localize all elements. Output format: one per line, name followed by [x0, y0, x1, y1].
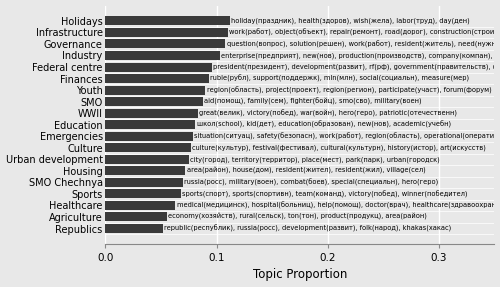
Bar	[106, 143, 191, 152]
Bar	[106, 155, 189, 164]
Text: holiday(праздник), health(здоров), wish(жела), labor(труд), day(ден): holiday(праздник), health(здоров), wish(…	[231, 18, 470, 24]
Text: region(область), project(проект), region(регион), participate(участ), forum(фору: region(область), project(проект), region…	[206, 86, 492, 94]
Text: work(работ), object(объект), repair(ремонт), road(дорог), construction(строитель: work(работ), object(объект), repair(ремо…	[229, 29, 500, 36]
Text: question(вопрос), solution(решен), work(работ), resident(житель), need(нужн): question(вопрос), solution(решен), work(…	[226, 40, 498, 48]
Bar	[106, 201, 176, 210]
Text: economy(хозяйств), rural(сельск), ton(тон), product(продукц), area(район): economy(хозяйств), rural(сельск), ton(то…	[168, 214, 426, 220]
Text: great(велик), victory(побед), war(войн), hero(геро), patriotic(отечественн): great(велик), victory(побед), war(войн),…	[199, 110, 457, 117]
Bar	[106, 178, 184, 187]
Text: area(район), house(дом), resident(жител), resident(жил), village(сел): area(район), house(дом), resident(жител)…	[186, 167, 426, 174]
Text: republic(республик), russia(росс), development(развит), folk(народ), khakas(хака: republic(республик), russia(росс), devel…	[164, 225, 452, 232]
Bar	[106, 224, 164, 233]
Bar	[106, 51, 220, 60]
Bar	[106, 39, 226, 49]
Bar	[106, 86, 206, 95]
Text: aid(помощ), family(сем), fighter(бойц), smo(сво), military(воен): aid(помощ), family(сем), fighter(бойц), …	[204, 98, 422, 105]
Text: city(город), territory(территор), place(мест), park(парк), urban(городск): city(город), territory(территор), place(…	[190, 156, 440, 162]
Text: enterprise(предприят), new(нов), production(производств), company(компан), indus: enterprise(предприят), new(нов), product…	[221, 52, 500, 59]
Text: president(президент), development(развит), rf(рф), government(правительств), dis: president(президент), development(развит…	[214, 63, 500, 71]
X-axis label: Topic Proportion: Topic Proportion	[253, 268, 347, 282]
Bar	[106, 63, 212, 71]
Bar	[106, 120, 196, 129]
Text: школ(school), kid(дет), education(образован), new(нов), academic(учебн): школ(school), kid(дет), education(образо…	[196, 121, 450, 128]
Text: sports(спорт), sports(спортивн), team(команд), victory(побед), winner(победител): sports(спорт), sports(спортивн), team(ко…	[182, 190, 468, 197]
Bar	[106, 132, 194, 141]
Text: russia(росс), military(воен), combat(боев), special(специальн), hero(геро): russia(росс), military(воен), combat(бое…	[184, 179, 438, 186]
Bar	[106, 189, 181, 198]
Text: ruble(рубл), support(поддержк), mln(млн), social(социальн), measure(мер): ruble(рубл), support(поддержк), mln(млн)…	[210, 75, 469, 82]
Bar	[106, 97, 204, 106]
Bar	[106, 74, 209, 83]
Bar	[106, 109, 198, 118]
Bar	[106, 28, 228, 37]
Bar	[106, 166, 186, 175]
Text: culture(культур), festival(фестивал), cultural(культурн), history(истор), art(ис: culture(культур), festival(фестивал), cu…	[192, 145, 486, 151]
Text: situation(ситуац), safety(безопасн), work(работ), region(область), operational(о: situation(ситуац), safety(безопасн), wor…	[194, 133, 500, 140]
Bar	[106, 212, 166, 222]
Bar	[106, 16, 230, 25]
Text: medical(медицинск), hospital(больниц), help(помощ), doctor(врач), healthcare(здр: medical(медицинск), hospital(больниц), h…	[176, 202, 500, 209]
